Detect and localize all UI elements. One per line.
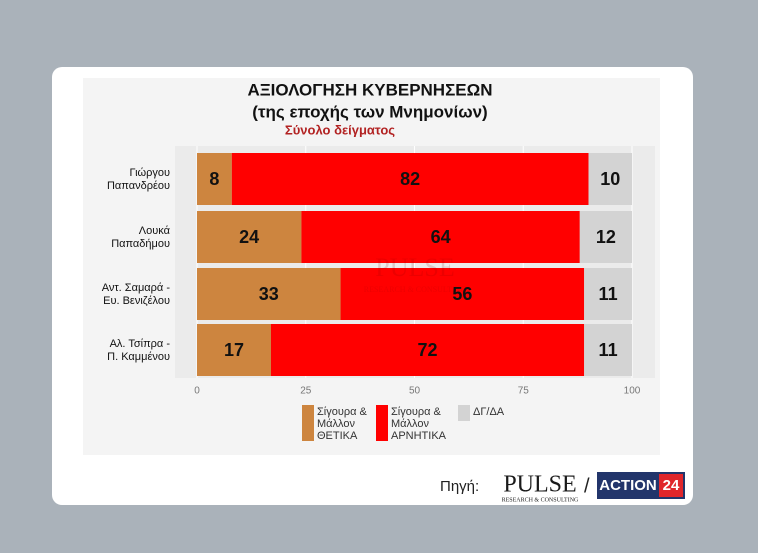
data-label: 8	[209, 169, 219, 189]
bar-segment	[301, 211, 580, 263]
legend-swatch	[376, 405, 388, 441]
bar-segment	[584, 324, 632, 376]
bar-segment	[197, 268, 341, 320]
bar-segment	[197, 211, 302, 263]
y-tick-label: Αντ. Σαμαρά -	[102, 282, 171, 294]
legend-swatch	[302, 405, 314, 441]
watermark-logo: PULSE	[375, 253, 454, 282]
chart-note: Σύνολο δείγματος	[285, 122, 395, 137]
data-label: 64	[431, 227, 451, 247]
source-label: Πηγή:	[440, 478, 479, 495]
bar-segment	[579, 211, 632, 263]
legend-label: Σίγουρα & Μάλλον ΘΕΤΙΚΑ	[317, 406, 367, 442]
data-label: 24	[239, 227, 259, 247]
chart-title: ΑΞΙΟΛΟΓΗΣΗ ΚΥΒΕΡΝΗΣΕΩΝ	[247, 80, 492, 99]
y-tick-label: Παπαδήμου	[111, 238, 170, 250]
legend-label: Σίγουρα & Μάλλον ΑΡΝΗΤΙΚΑ	[391, 406, 447, 442]
y-tick-label: Αλ. Τσίπρα -	[110, 338, 171, 350]
watermark: PULSE RESEARCH & CONSULTING	[364, 253, 467, 294]
action-logo-num: 24	[663, 477, 680, 494]
y-tick-label: Λουκά	[139, 225, 171, 237]
bar-segment	[197, 153, 232, 205]
x-tick-label: 75	[518, 386, 530, 397]
bar-segment	[340, 268, 585, 320]
data-label: 10	[600, 169, 620, 189]
x-tick-label: 100	[624, 386, 641, 397]
y-tick-label: Παπανδρέου	[107, 180, 170, 192]
action-logo: ACTION	[599, 477, 657, 494]
data-label: 11	[599, 284, 618, 304]
action-logo-accent	[659, 474, 683, 497]
watermark-sub: RESEARCH & CONSULTING	[364, 285, 467, 294]
chart-subtitle: (της εποχής των Μνημονίων)	[252, 102, 487, 121]
bar-segment	[588, 153, 632, 205]
x-tick-label: 25	[300, 386, 312, 397]
legend-swatch	[458, 405, 470, 421]
x-tick-label: 50	[409, 386, 421, 397]
bar-segment	[231, 153, 589, 205]
bar-segment	[270, 324, 585, 376]
separator: /	[584, 475, 590, 497]
data-label: 82	[400, 169, 420, 189]
data-label: 33	[259, 284, 279, 304]
data-label: 12	[596, 227, 616, 247]
legend-label: ΔΓ/ΔΑ	[473, 406, 505, 418]
pulse-logo: PULSE	[503, 472, 576, 498]
y-tick-label: Π. Καμμένου	[107, 351, 170, 363]
y-tick-label: Γιώργου	[129, 167, 170, 179]
pulse-sub: RESEARCH & CONSULTING	[502, 497, 579, 503]
x-tick-label: 0	[194, 386, 200, 397]
bar-segment	[197, 324, 271, 376]
data-label: 11	[599, 340, 618, 360]
bar-segment	[584, 268, 632, 320]
y-tick-label: Ευ. Βενιζέλου	[103, 295, 170, 307]
data-label: 17	[224, 340, 244, 360]
data-label: 56	[452, 284, 472, 304]
data-label: 72	[418, 340, 438, 360]
